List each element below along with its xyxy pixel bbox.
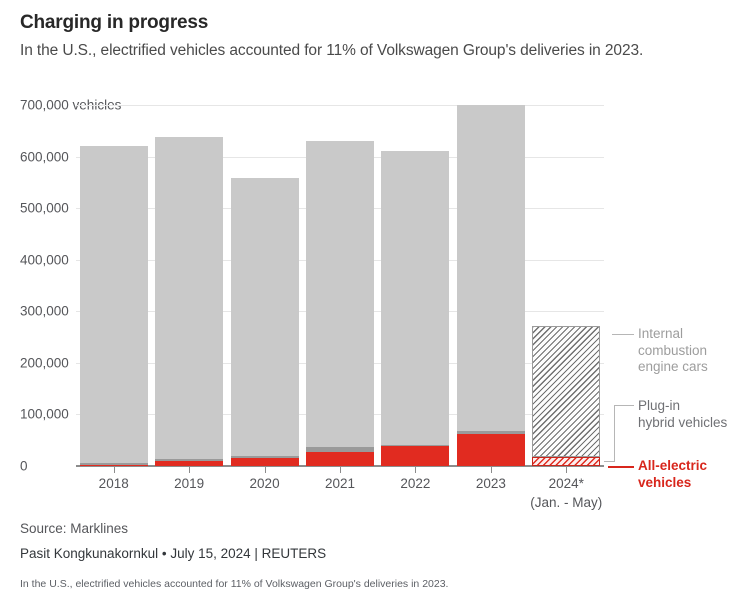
bar-segment-ice[interactable] — [306, 141, 374, 448]
y-axis-top-label: 700,000 vehicles — [20, 97, 122, 113]
legend-label-bev: All-electric vehicles — [638, 458, 708, 490]
bar-segment-bev[interactable] — [532, 457, 601, 466]
bar-group[interactable] — [155, 105, 224, 466]
bar-segment-phev[interactable] — [230, 455, 299, 459]
bar-group[interactable] — [532, 105, 601, 466]
x-tick-label: 2021 — [324, 476, 356, 491]
legend-label-ice: Internal combustion engine cars — [638, 326, 708, 374]
x-tick-label: 2023 — [475, 476, 506, 491]
x-tick-mark — [566, 466, 568, 473]
bar-series-container — [76, 105, 604, 466]
bar-segment-ice[interactable] — [381, 151, 450, 445]
bar-segment-ice[interactable] — [532, 325, 601, 458]
x-tick-label: 2022 — [400, 476, 431, 491]
legend-leader-bev — [608, 466, 634, 468]
x-tick-label: 2018 — [98, 476, 129, 491]
x-tick-mark — [189, 466, 191, 473]
bar-group[interactable] — [306, 105, 374, 466]
x-tick-mark — [340, 466, 341, 473]
bar-segment-phev[interactable] — [381, 444, 450, 447]
x-tick-mark — [113, 466, 115, 473]
x-tick-label: 2024* — [548, 476, 584, 491]
bar-segment-ice[interactable] — [230, 178, 299, 456]
legend-leader-phev-foot — [604, 461, 615, 462]
alt-caption: In the U.S., electrified vehicles accoun… — [20, 578, 449, 590]
bar-segment-bev[interactable] — [306, 451, 374, 466]
source-note: Source: Marklines — [20, 521, 129, 536]
bar-segment-ice[interactable] — [456, 105, 525, 432]
x-tick-mark — [264, 466, 266, 473]
bar-segment-bev[interactable] — [230, 458, 299, 466]
y-tick-label: 400,000 — [20, 252, 69, 268]
gridline — [76, 105, 604, 106]
y-tick-label: 600,000 — [20, 149, 69, 165]
y-tick-label: 0 — [20, 458, 28, 474]
bar-group[interactable] — [381, 105, 450, 466]
bar-segment-bev[interactable] — [155, 460, 224, 466]
bar-segment-phev[interactable] — [306, 447, 374, 452]
y-tick-label: 300,000 — [20, 303, 69, 319]
y-axis-labels: 700,000 vehicles 600,000 500,000 400,000… — [20, 98, 548, 474]
bar-segment-phev[interactable] — [155, 458, 224, 461]
x-tick-sublabel: (Jan. - May) — [530, 495, 603, 510]
x-tick-label: 2019 — [174, 476, 205, 491]
plot-area — [76, 105, 604, 467]
legend-label-phev: Plug-in hybrid vehicles — [638, 398, 728, 430]
y-tick-label: 100,000 — [20, 406, 69, 422]
bar-segment-bev[interactable] — [456, 434, 525, 466]
bar-group[interactable] — [230, 105, 299, 466]
bar-segment-ice[interactable] — [155, 136, 224, 459]
x-axis: 2018 2019 2020 2021 2022 2023 2024* (Jan. - May… — [76, 466, 604, 516]
bar-group[interactable] — [79, 105, 148, 466]
page-title: Charging in progress — [20, 12, 209, 33]
bar-segment-bev[interactable] — [79, 465, 148, 466]
legend-leader-ice — [612, 334, 634, 335]
x-tick-label: 2020 — [249, 476, 280, 491]
bar-segment-ice[interactable] — [79, 146, 148, 464]
bar-group[interactable] — [456, 105, 525, 466]
page-subtitle: In the U.S., electrified vehicles accoun… — [20, 42, 644, 59]
legend-leader-phev — [614, 405, 634, 406]
bar-segment-phev[interactable] — [79, 463, 148, 466]
x-tick-mark — [415, 466, 417, 473]
x-tick-mark — [490, 466, 492, 473]
legend-leader-phev-vertical — [614, 405, 615, 462]
y-tick-label: 500,000 — [20, 200, 69, 216]
bar-segment-phev[interactable] — [456, 431, 525, 435]
bar-segment-bev[interactable] — [381, 446, 450, 466]
byline: Pasit Kongkunakornkul • July 15, 2024 | … — [20, 546, 327, 561]
y-tick-label: 200,000 — [20, 355, 69, 371]
